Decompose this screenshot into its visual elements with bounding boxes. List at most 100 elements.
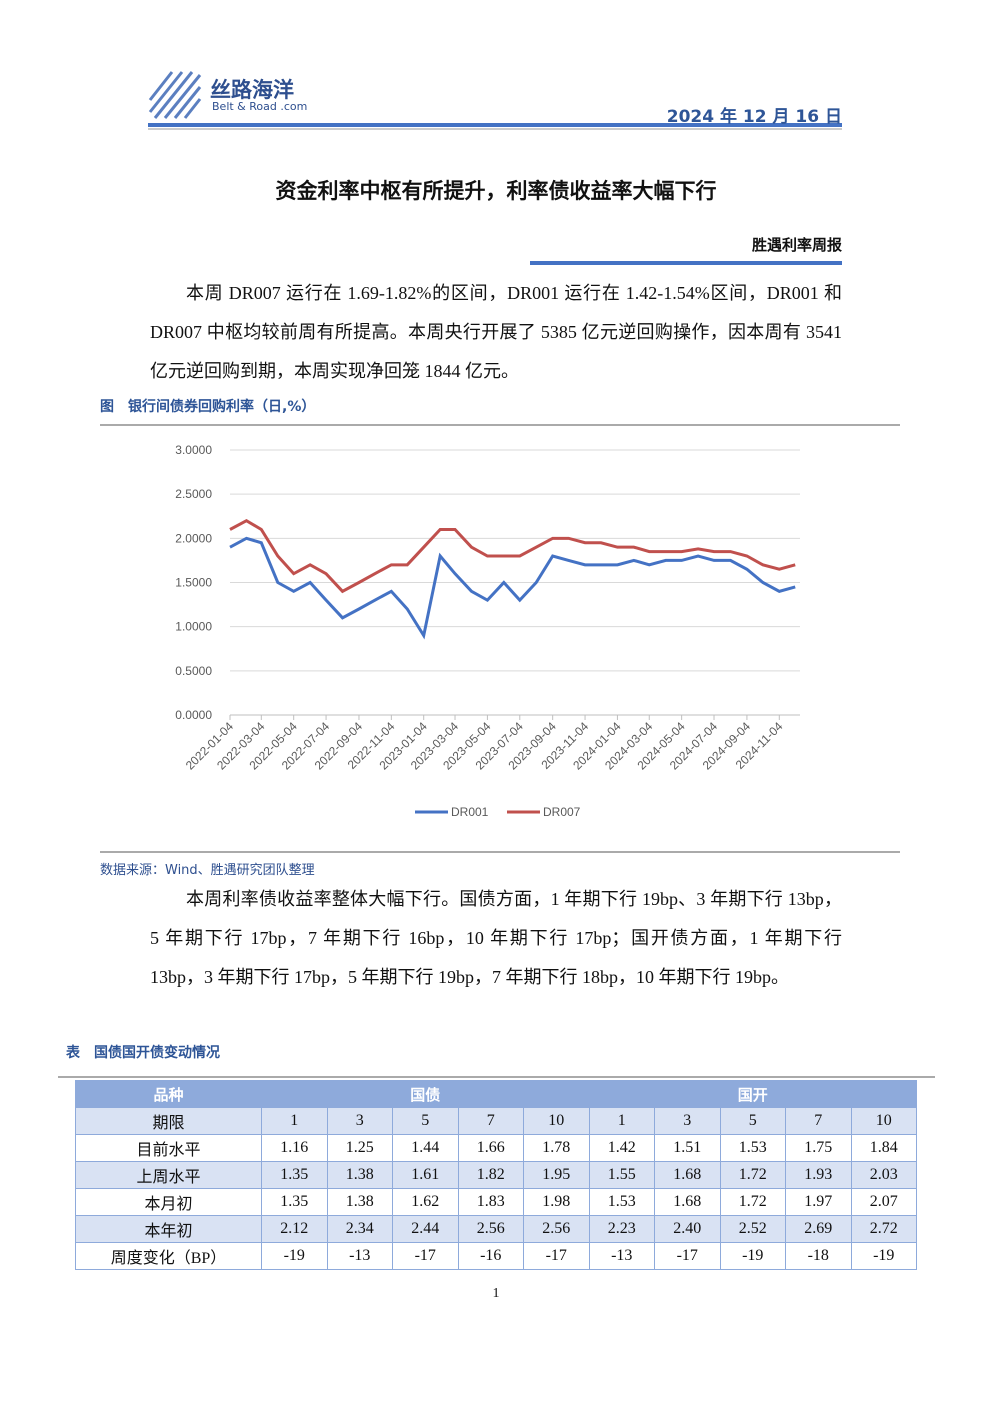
title: 资金利率中枢有所提升，利率债收益率大幅下行 — [275, 179, 717, 203]
cell: -13 — [588, 1242, 655, 1270]
cell: 1.61 — [392, 1161, 459, 1189]
cell: 2.23 — [588, 1215, 655, 1243]
cell: 1.53 — [719, 1134, 786, 1162]
cell: 期限 — [75, 1107, 262, 1135]
cell: -13 — [326, 1242, 393, 1270]
cell: 3 — [654, 1107, 721, 1135]
y-tick-label: 1.0000 — [175, 620, 212, 634]
cell: 2.07 — [850, 1188, 917, 1216]
table-row: 周度变化（BP） -19 -13 -17 -16 -17 -13 -17 -19 -18 -19 — [75, 1242, 917, 1270]
table-row: 目前水平 1.16 1.25 1.44 1.66 1.78 1.42 1.51 1.53 1.75… — [75, 1134, 917, 1162]
table-row: 本月初 1.35 1.38 1.62 1.83 1.98 1.53 1.68 1.72 1.97 2… — [75, 1188, 917, 1216]
logo-mark — [148, 71, 202, 119]
cell: 1.62 — [392, 1188, 459, 1216]
y-tick-label: 2.5000 — [175, 487, 212, 501]
cell: 目前水平 — [75, 1134, 262, 1162]
cell: 1.84 — [850, 1134, 917, 1162]
cell: 1.93 — [785, 1161, 852, 1189]
cell: 7 — [785, 1107, 852, 1135]
legend-label: DR001 — [451, 805, 489, 819]
cell: 1.16 — [261, 1134, 328, 1162]
y-tick-label: 2.0000 — [175, 531, 212, 545]
cell: 1.55 — [588, 1161, 655, 1189]
y-tick-label: 0.5000 — [175, 664, 212, 678]
cell: 1 — [261, 1107, 328, 1135]
table: 品种 国债 国开 期限 1 3 5 7 10 1 3 5 7 10 目前水平 1.16 1.25 1.44 1.66… — [75, 1080, 917, 1270]
cell: 3 — [326, 1107, 393, 1135]
cell: 本年初 — [75, 1215, 262, 1243]
cell: 2.56 — [457, 1215, 524, 1243]
chart: 0.0000 0.5000 1.0000 1.5000 2.0000 2.5000 3.00… — [175, 443, 800, 819]
cell: 1.83 — [457, 1188, 524, 1216]
cell: -18 — [785, 1242, 852, 1270]
cell: 2.52 — [719, 1215, 786, 1243]
cell: 2.34 — [326, 1215, 393, 1243]
cell: 1.78 — [523, 1134, 590, 1162]
header-cell: 国债 — [261, 1080, 590, 1108]
table-header-row: 品种 国债 国开 — [75, 1080, 917, 1108]
cell: 本月初 — [75, 1188, 262, 1216]
cell: 1.72 — [719, 1161, 786, 1189]
cell: 1 — [588, 1107, 655, 1135]
cell: 2.69 — [785, 1215, 852, 1243]
cell: 1.44 — [392, 1134, 459, 1162]
cell: 1.53 — [588, 1188, 655, 1216]
y-tick-label: 0.0000 — [175, 708, 212, 722]
cell: 1.25 — [326, 1134, 393, 1162]
cell: 周度变化（BP） — [75, 1242, 262, 1270]
cell: 2.12 — [261, 1215, 328, 1243]
date: 2024 年 12 月 16 日 — [666, 107, 842, 127]
cell: 1.68 — [654, 1188, 721, 1216]
cell: 10 — [850, 1107, 917, 1135]
cell: 1.38 — [326, 1161, 393, 1189]
figure-caption: 图 银行间债券回购利率（日,%） — [100, 399, 316, 415]
table-row: 上周水平 1.35 1.38 1.61 1.82 1.95 1.55 1.68 1.72 1.93… — [75, 1161, 917, 1189]
cell: 1.97 — [785, 1188, 852, 1216]
paragraph: 本周利率债收益率整体大幅下行。国债方面，1 年期下行 19bp、3 年期下行 1… — [150, 889, 842, 987]
header-cell: 品种 — [75, 1080, 262, 1108]
cell: 上周水平 — [75, 1161, 262, 1189]
series-line — [229, 518, 796, 594]
cell: -17 — [392, 1242, 459, 1270]
source: 数据来源：Wind、胜遇研究团队整理 — [100, 863, 315, 878]
cell: 2.56 — [523, 1215, 590, 1243]
cell: 5 — [719, 1107, 786, 1135]
y-tick-label: 1.5000 — [175, 576, 212, 590]
cell: 2.72 — [850, 1215, 917, 1243]
cell: -19 — [261, 1242, 328, 1270]
cell: 2.03 — [850, 1161, 917, 1189]
table-row: 期限 1 3 5 7 10 1 3 5 7 10 — [75, 1107, 917, 1135]
cell: -16 — [457, 1242, 524, 1270]
cell: 1.66 — [457, 1134, 524, 1162]
cell: 1.95 — [523, 1161, 590, 1189]
table-row: 本年初 2.12 2.34 2.44 2.56 2.56 2.23 2.40 2.52 2.69 2… — [75, 1215, 917, 1243]
cell: 7 — [457, 1107, 524, 1135]
paragraph: 本周 DR007 运行在 1.69-1.82%的区间，DR001 运行在 1.4… — [150, 283, 842, 381]
cell: 2.40 — [654, 1215, 721, 1243]
logo-sub: Belt & Road .com — [212, 100, 308, 113]
cell: 5 — [392, 1107, 459, 1135]
legend-label: DR007 — [543, 805, 581, 819]
cell: -19 — [850, 1242, 917, 1270]
cell: 1.51 — [654, 1134, 721, 1162]
cell: 1.38 — [326, 1188, 393, 1216]
cell: 1.75 — [785, 1134, 852, 1162]
cell: 1.98 — [523, 1188, 590, 1216]
cell: 1.82 — [457, 1161, 524, 1189]
subtitle: 胜遇利率周报 — [751, 236, 842, 254]
table-caption: 表 国债国开债变动情况 — [66, 1045, 220, 1061]
cell: 1.72 — [719, 1188, 786, 1216]
cell: -19 — [719, 1242, 786, 1270]
cell: 2.44 — [392, 1215, 459, 1243]
page-number: 1 — [492, 1286, 500, 1301]
cell: 1.35 — [261, 1161, 328, 1189]
cell: -17 — [523, 1242, 590, 1270]
y-tick-label: 3.0000 — [175, 443, 212, 457]
logo-text: 丝路海洋 — [210, 78, 294, 102]
cell: 1.68 — [654, 1161, 721, 1189]
cell: 1.35 — [261, 1188, 328, 1216]
cell: -17 — [654, 1242, 721, 1270]
header-cell: 国开 — [588, 1080, 917, 1108]
